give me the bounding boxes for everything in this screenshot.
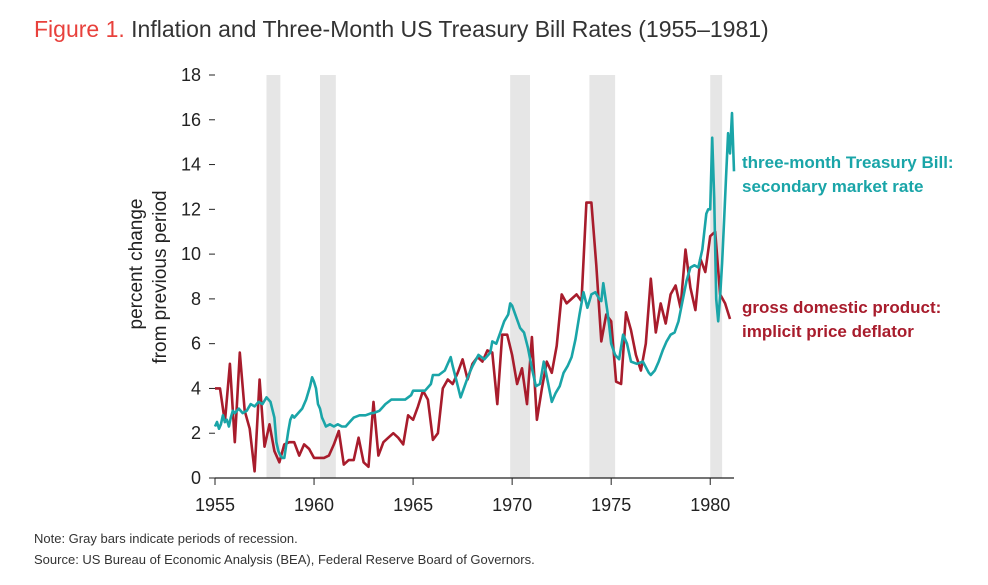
recession-note: Note: Gray bars indicate periods of rece… <box>34 531 298 546</box>
x-tick-label-1960: 1960 <box>294 495 334 515</box>
y-tick-label-12: 12 <box>181 199 201 219</box>
series-lines <box>213 111 736 473</box>
x-tick-label-1965: 1965 <box>393 495 433 515</box>
source-note: Source: US Bureau of Economic Analysis (… <box>34 552 535 567</box>
y-tick-label-10: 10 <box>181 244 201 264</box>
recession-bar-4 <box>589 75 616 478</box>
recession-bar-2 <box>319 75 336 478</box>
series-label-tbill-line1: three-month Treasury Bill: <box>742 153 954 172</box>
figure-label: Figure 1. <box>34 16 125 42</box>
x-tick-label-1955: 1955 <box>195 495 235 515</box>
axes: 0 2 4 6 8 10 12 14 16 18 1955 1960 1965 1970 1975 1980 <box>181 65 734 515</box>
y-tick-label-2: 2 <box>191 423 201 443</box>
chart-title-text: Inflation and Three-Month US Treasury Bi… <box>131 16 769 42</box>
series-label-deflator-line1: gross domestic product: <box>742 298 941 317</box>
series-label-tbill-line2: secondary market rate <box>742 177 923 196</box>
y-axis-label-line2: from previous period <box>150 190 171 363</box>
y-tick-label-6: 6 <box>191 334 201 354</box>
recession-bars <box>266 75 723 478</box>
chart-title: Figure 1. Inflation and Three-Month US T… <box>34 16 769 43</box>
y-axis-label-line1: percent change <box>126 199 147 330</box>
y-tick-label-14: 14 <box>181 155 201 175</box>
tbill-line <box>213 111 736 460</box>
x-tick-label-1970: 1970 <box>492 495 532 515</box>
y-tick-label-18: 18 <box>181 65 201 85</box>
recession-bar-3 <box>510 75 530 478</box>
y-tick-label-16: 16 <box>181 110 201 130</box>
y-tick-label-0: 0 <box>191 468 201 488</box>
y-tick-label-4: 4 <box>191 378 201 398</box>
y-tick-label-8: 8 <box>191 289 201 309</box>
series-label-deflator-line2: implicit price deflator <box>742 322 914 341</box>
recession-bar-1 <box>266 75 281 478</box>
deflator-line <box>215 201 732 473</box>
x-tick-label-1980: 1980 <box>690 495 730 515</box>
chart-notes: Note: Gray bars indicate periods of rece… <box>34 528 535 570</box>
x-tick-label-1975: 1975 <box>591 495 631 515</box>
